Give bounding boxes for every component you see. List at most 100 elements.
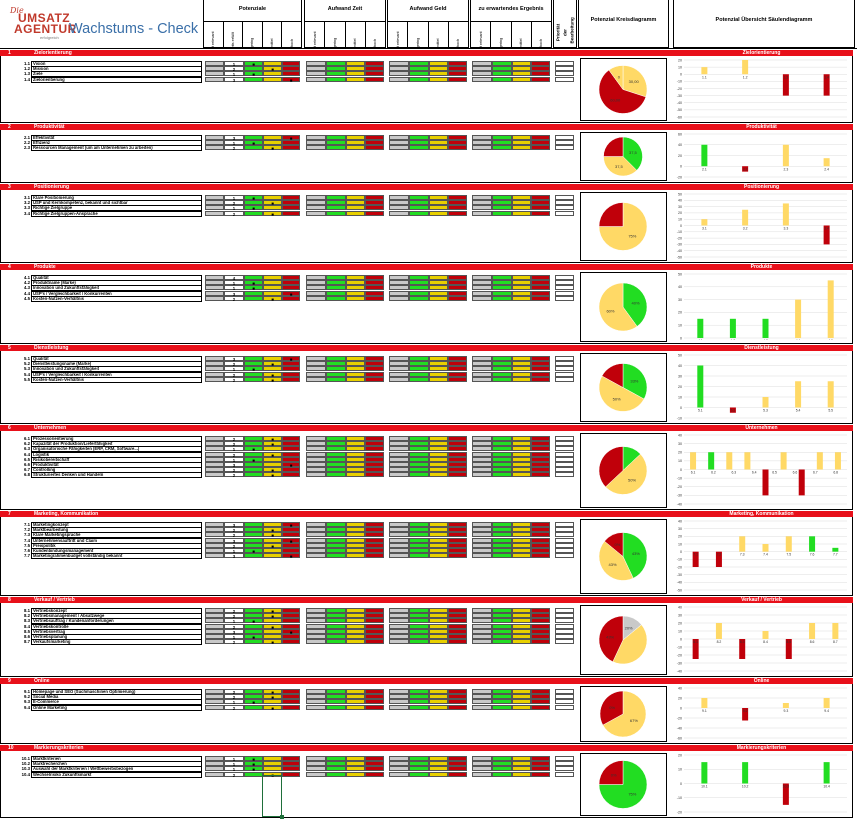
rating-cell[interactable] bbox=[512, 210, 531, 216]
rating-cell[interactable] bbox=[326, 451, 346, 457]
rating-cell[interactable] bbox=[492, 634, 512, 639]
rating-cell[interactable]: 3 bbox=[224, 628, 244, 635]
rating-cell[interactable] bbox=[492, 361, 512, 367]
pie-chart[interactable]: 75% 0% bbox=[580, 753, 667, 816]
rating-cell[interactable] bbox=[555, 285, 574, 291]
rating-cell[interactable] bbox=[326, 76, 346, 82]
rating-cell[interactable] bbox=[346, 356, 365, 361]
rating-cell[interactable] bbox=[429, 361, 448, 367]
rating-cell[interactable] bbox=[448, 553, 467, 559]
rating-cell[interactable] bbox=[365, 436, 384, 441]
rating-cell[interactable] bbox=[389, 618, 409, 624]
rating-cell[interactable]: 2 bbox=[224, 295, 244, 302]
rating-cell[interactable] bbox=[409, 532, 429, 538]
rating-cell[interactable]: 2 bbox=[224, 371, 244, 378]
rating-cell[interactable] bbox=[205, 522, 224, 527]
rating-cell[interactable]: ■ bbox=[244, 446, 263, 452]
rating-cell[interactable] bbox=[326, 537, 346, 543]
rating-cell[interactable] bbox=[429, 446, 448, 452]
rating-cell[interactable] bbox=[555, 522, 574, 527]
rating-cell[interactable] bbox=[531, 467, 550, 473]
rating-cell[interactable] bbox=[263, 634, 282, 639]
rating-cell[interactable] bbox=[326, 145, 346, 151]
rating-cell[interactable] bbox=[306, 634, 326, 639]
rating-cell[interactable] bbox=[472, 532, 492, 538]
rating-cell[interactable]: 1 bbox=[224, 618, 244, 624]
rating-cell[interactable]: 1 bbox=[224, 366, 244, 372]
rating-cell[interactable] bbox=[365, 522, 384, 527]
rating-cell[interactable] bbox=[492, 553, 512, 559]
rating-cell[interactable] bbox=[555, 356, 574, 361]
rating-cell[interactable] bbox=[205, 537, 224, 543]
rating-cell[interactable] bbox=[555, 295, 574, 301]
rating-cell[interactable] bbox=[346, 613, 365, 619]
criterion-row[interactable]: 3.4 Richtige Zielgruppen-Ansprache 2 ■ bbox=[0, 210, 576, 217]
rating-cell[interactable] bbox=[205, 548, 224, 553]
rating-cell[interactable] bbox=[555, 436, 574, 441]
rating-cell[interactable] bbox=[512, 766, 531, 772]
rating-cell[interactable] bbox=[205, 634, 224, 639]
rating-cell[interactable] bbox=[326, 548, 346, 553]
rating-cell[interactable] bbox=[531, 210, 550, 216]
rating-cell[interactable] bbox=[263, 290, 282, 296]
rating-cell[interactable] bbox=[306, 532, 326, 538]
rating-cell[interactable] bbox=[409, 623, 429, 629]
rating-cell[interactable] bbox=[429, 467, 448, 473]
rating-cell[interactable] bbox=[389, 694, 409, 700]
rating-cell[interactable] bbox=[492, 295, 512, 301]
rating-cell[interactable] bbox=[429, 71, 448, 77]
rating-cell[interactable] bbox=[205, 446, 224, 452]
rating-cell[interactable] bbox=[555, 140, 574, 146]
rating-cell[interactable] bbox=[244, 436, 263, 441]
rating-cell[interactable]: 1 bbox=[224, 280, 244, 286]
criterion-row[interactable]: 5.4 USP's / Vergleichbarkeit / Konkurrent… bbox=[0, 371, 576, 378]
rating-cell[interactable] bbox=[306, 135, 326, 140]
rating-cell[interactable] bbox=[429, 537, 448, 543]
rating-cell[interactable] bbox=[472, 639, 492, 645]
rating-cell[interactable] bbox=[512, 639, 531, 645]
criterion-row[interactable]: 1.1 Vision 1 ■ bbox=[0, 61, 576, 67]
rating-cell[interactable] bbox=[531, 761, 550, 767]
rating-cell[interactable] bbox=[448, 689, 467, 694]
criterion-label[interactable]: Marketingrahmenbudget vollständig bekann… bbox=[31, 553, 202, 560]
rating-cell[interactable] bbox=[282, 200, 300, 206]
rating-cell[interactable] bbox=[389, 371, 409, 377]
rating-cell[interactable] bbox=[263, 699, 282, 705]
rating-cell[interactable] bbox=[448, 456, 467, 462]
rating-cell[interactable] bbox=[512, 694, 531, 700]
rating-cell[interactable] bbox=[512, 542, 531, 548]
rating-cell[interactable] bbox=[282, 761, 300, 767]
rating-cell[interactable]: ■ bbox=[263, 472, 282, 478]
rating-cell[interactable] bbox=[205, 135, 224, 140]
rating-cell[interactable] bbox=[492, 462, 512, 467]
rating-cell[interactable] bbox=[531, 366, 550, 372]
rating-cell[interactable] bbox=[448, 761, 467, 767]
rating-cell[interactable] bbox=[326, 766, 346, 772]
rating-cell[interactable] bbox=[365, 205, 384, 211]
rating-cell[interactable]: 2 bbox=[224, 472, 244, 478]
rating-cell[interactable] bbox=[346, 699, 365, 705]
rating-cell[interactable]: 2 bbox=[224, 694, 244, 700]
rating-cell[interactable] bbox=[365, 376, 384, 382]
rating-cell[interactable] bbox=[306, 699, 326, 705]
rating-cell[interactable] bbox=[531, 446, 550, 452]
rating-cell[interactable] bbox=[555, 441, 574, 447]
rating-cell[interactable] bbox=[306, 704, 326, 710]
rating-cell[interactable] bbox=[492, 135, 512, 140]
rating-cell[interactable] bbox=[282, 446, 300, 452]
rating-cell[interactable] bbox=[555, 451, 574, 457]
rating-cell[interactable] bbox=[472, 61, 492, 66]
rating-cell[interactable] bbox=[429, 522, 448, 527]
rating-cell[interactable] bbox=[512, 275, 531, 280]
rating-cell[interactable] bbox=[205, 205, 224, 211]
rating-cell[interactable] bbox=[326, 285, 346, 291]
rating-cell[interactable] bbox=[512, 71, 531, 77]
rating-cell[interactable]: 2 bbox=[224, 613, 244, 619]
rating-cell[interactable] bbox=[531, 275, 550, 280]
rating-cell[interactable]: 2 bbox=[224, 200, 244, 206]
rating-cell[interactable] bbox=[306, 275, 326, 280]
rating-cell[interactable]: ■ bbox=[244, 366, 263, 372]
rating-cell[interactable] bbox=[306, 689, 326, 694]
rating-cell[interactable] bbox=[263, 135, 282, 140]
rating-cell[interactable] bbox=[448, 356, 467, 361]
